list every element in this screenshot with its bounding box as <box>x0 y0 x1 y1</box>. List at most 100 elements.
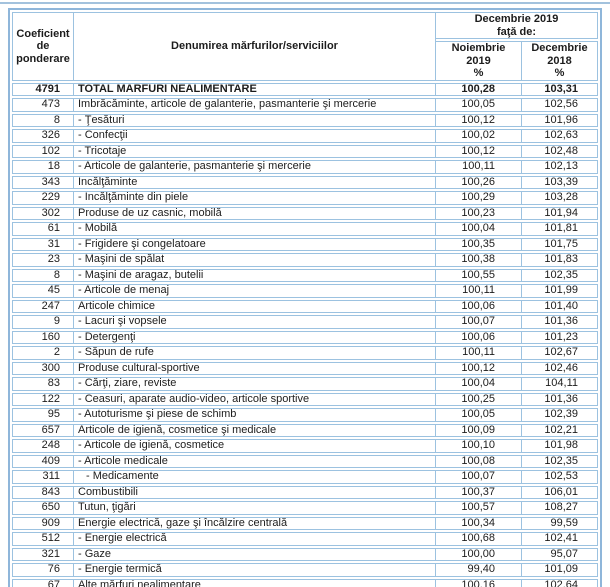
cell-denumire: - Autoturisme şi piese de schimb <box>74 408 436 422</box>
header-row-sub: Noiembrie 2019 % Decembrie 2018 % <box>12 41 598 81</box>
cell-coeficient: 95 <box>12 408 74 422</box>
cell-decembrie-2018: 95,07 <box>522 547 598 561</box>
cell-noiembrie-2019: 100,11 <box>436 160 522 174</box>
table-row: 67 Alte mărfuri nealimentare 100,16 102,64 <box>12 578 598 587</box>
cell-decembrie-2018: 101,98 <box>522 439 598 453</box>
cell-decembrie-2018: 101,36 <box>522 392 598 406</box>
cell-noiembrie-2019: 100,16 <box>436 578 522 587</box>
table-row: 18- Articole de galanterie, pasmanterie … <box>12 160 598 174</box>
cell-decembrie-2018: 101,23 <box>522 330 598 344</box>
table-row: 657 Articole de igienă, cosmetice şi medi… <box>12 423 598 437</box>
cell-coeficient: 4791 <box>12 82 74 96</box>
cell-coeficient: 31 <box>12 237 74 251</box>
table-body: 4791 TOTAL MĂRFURI NEALIMENTARE 100,28 103,… <box>12 82 598 587</box>
header-decembrie-2018: Decembrie 2018 % <box>522 41 598 81</box>
cell-noiembrie-2019: 100,26 <box>436 175 522 189</box>
cell-decembrie-2018: 104,11 <box>522 377 598 391</box>
cell-coeficient: 23 <box>12 253 74 267</box>
cell-coeficient: 229 <box>12 191 74 205</box>
cell-denumire: Energie electrică, gaze şi încălzire cen… <box>74 516 436 530</box>
cell-denumire: - Confecţii <box>74 129 436 143</box>
cell-denumire: - Încălţăminte din piele <box>74 191 436 205</box>
cell-decembrie-2018: 108,27 <box>522 501 598 515</box>
table-row: 9- Lacuri şi vopsele 100,07 101,36 <box>12 315 598 329</box>
cell-decembrie-2018: 102,13 <box>522 160 598 174</box>
price-index-table: Coeficient de ponderare Denumirea mărfur… <box>12 10 598 587</box>
cell-denumire: Combustibili <box>74 485 436 499</box>
table-row: 311- Medicamente 100,07 102,53 <box>12 470 598 484</box>
cell-denumire: - Ceasuri, aparate audio-video, articole… <box>74 392 436 406</box>
cell-denumire: - Articole de galanterie, pasmanterie şi… <box>74 160 436 174</box>
cell-denumire: Articole chimice <box>74 299 436 313</box>
cell-decembrie-2018: 101,94 <box>522 206 598 220</box>
cell-denumire: - Lacuri şi vopsele <box>74 315 436 329</box>
table-row: 8- Ţesături 100,12 101,96 <box>12 113 598 127</box>
cell-denumire: TOTAL MĂRFURI NEALIMENTARE <box>74 82 436 96</box>
cell-noiembrie-2019: 100,29 <box>436 191 522 205</box>
cell-denumire: Produse de uz casnic, mobilă <box>74 206 436 220</box>
cell-decembrie-2018: 101,40 <box>522 299 598 313</box>
cell-coeficient: 102 <box>12 144 74 158</box>
cell-coeficient: 8 <box>12 113 74 127</box>
table-row: 160- Detergenţi 100,06 101,23 <box>12 330 598 344</box>
cell-noiembrie-2019: 100,68 <box>436 532 522 546</box>
cell-denumire: Îmbrăcăminte, articole de galanterie, pa… <box>74 98 436 112</box>
cell-coeficient: 61 <box>12 222 74 236</box>
cell-decembrie-2018: 102,63 <box>522 129 598 143</box>
cell-decembrie-2018: 102,35 <box>522 268 598 282</box>
cell-noiembrie-2019: 100,25 <box>436 392 522 406</box>
cell-denumire: Produse cultural-sportive <box>74 361 436 375</box>
cell-coeficient: 9 <box>12 315 74 329</box>
cell-decembrie-2018: 101,75 <box>522 237 598 251</box>
table-row: 300 Produse cultural-sportive 100,12 102,46 <box>12 361 598 375</box>
cell-denumire: - Gaze <box>74 547 436 561</box>
header-denumirea-marfurilor: Denumirea mărfurilor/serviciilor <box>74 12 436 81</box>
cell-noiembrie-2019: 100,08 <box>436 454 522 468</box>
cell-denumire: - Articole medicale <box>74 454 436 468</box>
cell-noiembrie-2019: 100,02 <box>436 129 522 143</box>
cell-coeficient: 321 <box>12 547 74 561</box>
cell-decembrie-2018: 101,96 <box>522 113 598 127</box>
table-row: 61- Mobilă 100,04 101,81 <box>12 222 598 236</box>
cell-decembrie-2018: 99,59 <box>522 516 598 530</box>
cell-coeficient: 512 <box>12 532 74 546</box>
cell-denumire: Tutun, ţigări <box>74 501 436 515</box>
cell-decembrie-2018: 102,64 <box>522 578 598 587</box>
header-row-top: Coeficient de ponderare Denumirea mărfur… <box>12 12 598 81</box>
cell-noiembrie-2019: 99,40 <box>436 563 522 577</box>
cell-decembrie-2018: 101,83 <box>522 253 598 267</box>
cell-noiembrie-2019: 100,37 <box>436 485 522 499</box>
cell-noiembrie-2019: 100,07 <box>436 315 522 329</box>
table-row: 248- Articole de igienă, cosmetice 100,10… <box>12 439 598 453</box>
cell-noiembrie-2019: 100,12 <box>436 144 522 158</box>
cell-noiembrie-2019: 100,23 <box>436 206 522 220</box>
cell-noiembrie-2019: 100,34 <box>436 516 522 530</box>
cell-coeficient: 843 <box>12 485 74 499</box>
table-row: 409- Articole medicale 100,08 102,35 <box>12 454 598 468</box>
cell-noiembrie-2019: 100,12 <box>436 361 522 375</box>
cell-noiembrie-2019: 100,00 <box>436 547 522 561</box>
cell-decembrie-2018: 103,39 <box>522 175 598 189</box>
cell-noiembrie-2019: 100,28 <box>436 82 522 96</box>
table-row: 321- Gaze 100,00 95,07 <box>12 547 598 561</box>
cell-coeficient: 8 <box>12 268 74 282</box>
table-row: 4791 TOTAL MĂRFURI NEALIMENTARE 100,28 103,… <box>12 82 598 96</box>
cell-denumire: - Articole de menaj <box>74 284 436 298</box>
cell-decembrie-2018: 101,81 <box>522 222 598 236</box>
cell-denumire: - Tricotaje <box>74 144 436 158</box>
table-row: 45- Articole de menaj 100,11 101,99 <box>12 284 598 298</box>
cell-denumire: - Energie termică <box>74 563 436 577</box>
cell-coeficient: 160 <box>12 330 74 344</box>
cell-decembrie-2018: 102,67 <box>522 346 598 360</box>
cell-noiembrie-2019: 100,06 <box>436 299 522 313</box>
table-row: 122- Ceasuri, aparate audio-video, artic… <box>12 392 598 406</box>
table-row: 302 Produse de uz casnic, mobilă 100,23 101… <box>12 206 598 220</box>
table-row: 326- Confecţii 100,02 102,63 <box>12 129 598 143</box>
table-row: 229- Încălţăminte din piele 100,29 103,28 <box>12 191 598 205</box>
table-row: 102- Tricotaje 100,12 102,48 <box>12 144 598 158</box>
cell-noiembrie-2019: 100,04 <box>436 377 522 391</box>
cell-noiembrie-2019: 100,12 <box>436 113 522 127</box>
cell-coeficient: 311 <box>12 470 74 484</box>
cell-noiembrie-2019: 100,35 <box>436 237 522 251</box>
